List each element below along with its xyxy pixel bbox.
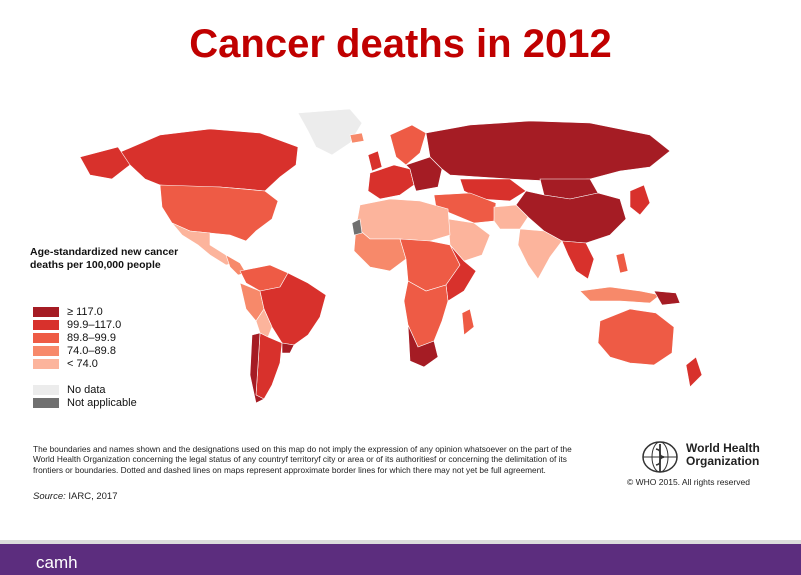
region-png	[653, 290, 681, 306]
map-title: Cancer deaths in 2012	[189, 22, 612, 66]
region-alaska	[79, 146, 131, 180]
legend-swatch	[33, 345, 59, 356]
region-uk	[367, 150, 383, 172]
footer-bar: camh	[0, 544, 801, 575]
legend: ≥ 117.0 99.9–117.0 89.8–99.9 74.0–89.8 <…	[33, 306, 137, 410]
who-name: World Health Organization	[686, 442, 760, 468]
region-philippines	[615, 252, 629, 274]
legend-item: 99.9–117.0	[33, 319, 137, 332]
legend-item: 74.0–89.8	[33, 344, 137, 357]
region-canada	[117, 128, 299, 192]
who-name-line1: World Health	[686, 441, 760, 455]
legend-swatch	[33, 320, 59, 331]
region-australia	[597, 308, 675, 366]
legend-item-not-applicable: Not applicable	[33, 397, 137, 410]
region-bolivia	[255, 308, 273, 338]
footer-divider	[0, 540, 801, 544]
legend-title-line2: deaths per 100,000 people	[30, 259, 161, 271]
legend-swatch	[33, 398, 59, 409]
legend-item: 89.8–99.9	[33, 332, 137, 345]
region-scandinavia	[389, 124, 427, 166]
legend-swatch	[33, 358, 59, 369]
region-west-africa	[353, 226, 407, 272]
legend-label: 74.0–89.8	[67, 344, 116, 357]
region-north-africa	[355, 198, 451, 242]
legend-swatch	[33, 385, 59, 396]
region-greenland	[297, 108, 363, 156]
who-copyright: © WHO 2015. All rights reserved	[627, 477, 750, 487]
legend-label: No data	[67, 384, 106, 397]
region-southeast-asia	[561, 240, 595, 280]
region-russia	[425, 120, 671, 182]
source-label: Source:	[33, 491, 66, 502]
legend-label: 99.9–117.0	[67, 319, 122, 332]
region-korea-japan	[629, 184, 651, 216]
region-uruguay	[281, 342, 295, 354]
region-new-zealand	[685, 356, 703, 388]
region-east-africa	[445, 244, 477, 302]
legend-label: ≥ 117.0	[67, 306, 103, 319]
legend-item-no-data: No data	[33, 384, 137, 397]
legend-swatch	[33, 307, 59, 318]
legend-item: ≥ 117.0	[33, 306, 137, 319]
region-south-africa	[407, 324, 439, 368]
region-usa	[159, 184, 279, 242]
region-indonesia	[579, 286, 661, 304]
legend-item: < 74.0	[33, 357, 137, 370]
region-iceland	[349, 132, 365, 144]
region-india	[517, 228, 563, 280]
legend-title-line1: Age-standardized new cancer	[30, 246, 179, 258]
legend-swatch	[33, 332, 59, 343]
region-southern-africa	[403, 280, 449, 348]
source-text: IARC, 2017	[65, 491, 118, 502]
legend-label: 89.8–99.9	[67, 331, 116, 344]
region-chile	[249, 332, 265, 404]
legend-label: < 74.0	[67, 357, 98, 370]
source-note: Source: IARC, 2017	[33, 491, 118, 502]
disclaimer-text: The boundaries and names shown and the d…	[33, 444, 572, 475]
world-map	[79, 108, 703, 404]
footer-brand: camh	[36, 553, 78, 572]
region-argentina	[255, 332, 283, 400]
region-madagascar	[461, 308, 475, 336]
region-western-europe	[367, 164, 415, 200]
legend-title: Age-standardized new cancer deaths per 1…	[30, 246, 210, 272]
legend-label: Not applicable	[67, 397, 137, 410]
who-emblem-icon	[642, 441, 678, 473]
who-name-line2: Organization	[686, 454, 760, 468]
region-western-sahara	[351, 218, 363, 236]
